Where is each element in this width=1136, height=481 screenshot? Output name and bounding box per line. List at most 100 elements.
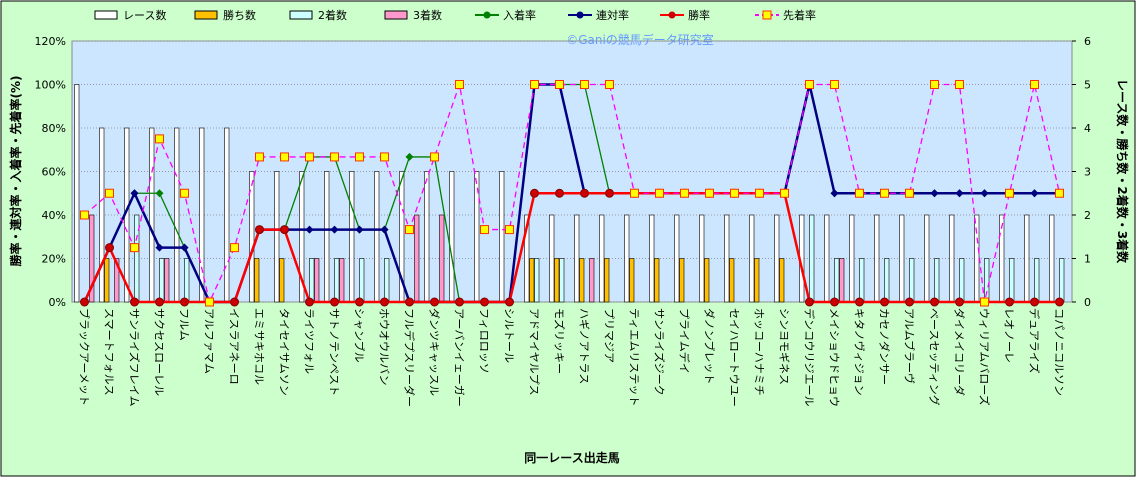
marker: [755, 188, 764, 198]
x-tick-label: シルトール: [503, 308, 516, 363]
marker: [530, 188, 539, 198]
y2-axis-title: レース数・勝ち数・2着数・3着数: [1115, 79, 1130, 264]
x-tick-label: アドマイヤルプス: [528, 308, 541, 396]
x-tick-label: キタノヴィジョン: [853, 308, 867, 396]
legend-swatch: [483, 11, 491, 19]
marker: [80, 297, 89, 307]
marker: [280, 225, 289, 235]
marker: [105, 188, 114, 198]
line: [84, 83, 1061, 305]
bar: [74, 84, 80, 303]
marker: [130, 297, 139, 307]
marker: [455, 80, 464, 89]
bar: [299, 171, 305, 303]
bar: [1059, 258, 1065, 303]
legend-label: 入着率: [503, 8, 536, 22]
bar: [359, 258, 365, 303]
y-tick-label: 120%: [35, 35, 66, 48]
x-tick-label: カセノダンサー: [878, 308, 892, 385]
legend-swatch: [289, 10, 313, 20]
marker: [805, 80, 814, 89]
x-tick-label: ホッコーハナミチ: [753, 308, 766, 396]
bar: [779, 258, 785, 303]
marker: [305, 225, 314, 234]
bar: [604, 258, 610, 303]
bar: [574, 214, 580, 303]
y-axis-title: 勝率・連対率・入着率・先着率(%): [8, 76, 23, 267]
marker: [230, 297, 239, 307]
bar: [959, 258, 965, 303]
marker: [305, 152, 314, 162]
y-tick-label: 20%: [42, 253, 66, 266]
bar: [184, 258, 190, 303]
bar: [1009, 258, 1015, 303]
marker: [405, 225, 414, 235]
bar: [309, 258, 315, 303]
x-tick-label: アーバンイェーガー: [453, 308, 466, 407]
marker: [555, 80, 564, 89]
bar: [834, 258, 840, 303]
bar: [279, 258, 285, 303]
x-tick-label: ハギノアトラス: [578, 308, 591, 384]
x-tick-label: フルデプスリーダー: [403, 308, 417, 407]
marker: [255, 225, 264, 235]
legend-swatch: [576, 11, 584, 19]
x-tick-label: ブラックアーメット: [78, 308, 92, 406]
x-tick-label: ダンツキャッスル: [428, 308, 442, 396]
bar: [724, 214, 730, 303]
bar: [629, 258, 635, 303]
bar: [774, 214, 780, 303]
bar: [114, 258, 120, 303]
bar: [249, 171, 255, 303]
bar: [524, 214, 530, 303]
marker: [605, 80, 614, 89]
marker: [430, 297, 439, 307]
marker: [155, 243, 164, 252]
bar: [949, 214, 955, 303]
marker: [355, 225, 364, 234]
bar: [749, 214, 755, 303]
x-tick-label: ダイメイコリーダ: [953, 308, 967, 396]
x-tick-label: フルム: [178, 308, 191, 341]
bar: [339, 258, 345, 303]
bar: [314, 258, 320, 303]
bar: [199, 127, 205, 303]
bar: [859, 258, 865, 303]
marker: [905, 188, 914, 198]
marker: [205, 297, 214, 307]
bar: [754, 258, 760, 303]
bar: [579, 258, 585, 303]
bar: [164, 258, 170, 303]
bar: [159, 258, 165, 303]
bar: [1024, 214, 1030, 303]
marker: [605, 188, 614, 198]
x-tick-label: イスラアネーロ: [228, 308, 241, 385]
y2-tick-label: 0: [1084, 296, 1091, 309]
bar: [649, 214, 655, 303]
y-tick-label: 100%: [35, 79, 66, 92]
bar: [729, 258, 735, 303]
marker: [530, 80, 539, 89]
y2-tick-label: 6: [1084, 35, 1091, 48]
bar: [149, 127, 155, 303]
marker: [1005, 297, 1014, 307]
marker: [130, 189, 139, 198]
bar: [224, 127, 230, 303]
marker: [1030, 297, 1039, 307]
marker: [930, 80, 939, 89]
x-tick-label: シンヨモギネス: [778, 308, 791, 385]
y2-tick-label: 3: [1084, 166, 1091, 179]
marker: [80, 210, 89, 220]
x-tick-label: ホウオウルバン: [378, 308, 391, 386]
bar: [874, 214, 880, 303]
bar: [704, 258, 710, 303]
marker: [655, 188, 664, 198]
legend-swatch: [668, 11, 676, 19]
bar: [414, 214, 420, 303]
x-tick-label: サクセスローレル: [153, 308, 166, 396]
bar: [1034, 258, 1040, 303]
marker: [705, 188, 714, 198]
marker: [505, 225, 514, 235]
marker: [880, 188, 889, 198]
